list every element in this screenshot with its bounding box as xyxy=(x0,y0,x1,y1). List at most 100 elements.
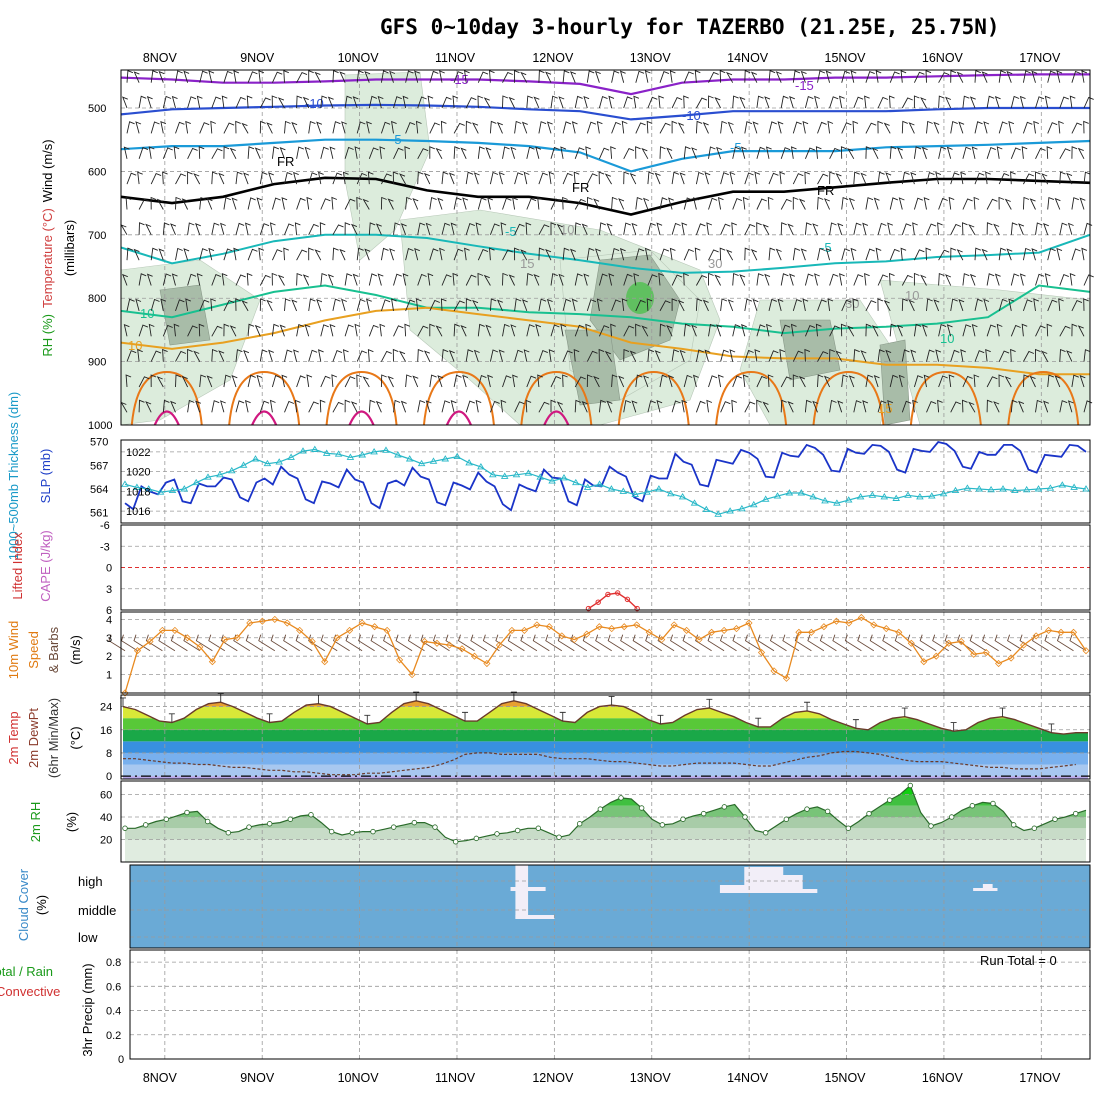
wind-barb xyxy=(619,248,626,261)
wind-speed-point xyxy=(982,648,990,657)
wind-barb xyxy=(569,248,576,261)
wind-barb xyxy=(126,172,137,185)
wind-barb xyxy=(1021,146,1028,159)
wind-barb xyxy=(187,325,198,337)
rh-point xyxy=(659,822,666,828)
wind-barb xyxy=(427,95,434,109)
wind-barb xyxy=(950,349,960,362)
rh-point xyxy=(618,795,624,801)
thickness-point xyxy=(667,489,675,497)
wind-speed-point xyxy=(782,674,791,682)
wind-barb xyxy=(259,400,270,413)
wind-barb xyxy=(414,70,420,83)
wind-barb xyxy=(514,349,524,362)
thickness-point xyxy=(702,505,711,513)
wind-barb xyxy=(356,247,364,261)
wind-barb xyxy=(962,222,968,235)
wind-barb xyxy=(523,171,530,185)
wind-speed-point xyxy=(545,623,553,631)
wind-barb xyxy=(815,146,822,159)
y-tick-label: 3 xyxy=(106,584,112,596)
minmax-marker xyxy=(413,691,420,701)
wind-barb xyxy=(937,399,943,413)
wind-barb xyxy=(126,70,134,83)
minmax-marker xyxy=(462,711,469,722)
wind-speed-point xyxy=(845,619,853,627)
wind-barb xyxy=(465,298,472,311)
wind-barb xyxy=(258,70,265,83)
wind-barb xyxy=(502,249,513,261)
wind-barb xyxy=(594,248,601,261)
wind-barb xyxy=(246,95,253,109)
wind-barb xyxy=(1047,122,1058,134)
wind-barb xyxy=(1083,274,1094,286)
wind-barb xyxy=(586,247,595,261)
wind-barb xyxy=(780,399,787,413)
wind-barb xyxy=(585,146,591,159)
wind-barb xyxy=(1046,146,1053,159)
wind-barb xyxy=(320,324,329,337)
wind-barb xyxy=(550,324,560,337)
wind-barb xyxy=(729,349,736,362)
axis-title-part: 1000~500mb Thickness (dm) xyxy=(6,392,21,561)
wind-barb xyxy=(667,374,674,388)
wind-barb xyxy=(514,247,520,261)
wind-speed-point xyxy=(633,621,641,629)
wind-barb xyxy=(681,399,688,413)
wind-barb xyxy=(218,172,225,185)
wind-barb xyxy=(465,349,474,362)
wind-barb xyxy=(956,71,964,83)
wind-speed-point xyxy=(246,619,254,627)
wind-barb xyxy=(271,95,278,109)
wind-barb-10m xyxy=(944,634,962,652)
wind-barb-10m xyxy=(969,634,987,652)
wind-barb xyxy=(829,147,840,160)
wind-barb xyxy=(823,198,831,210)
wind-barb xyxy=(171,95,178,109)
thickness-point xyxy=(951,486,960,494)
wind-barb xyxy=(606,400,613,413)
wind-barb xyxy=(1047,299,1058,312)
wind-barb xyxy=(380,121,391,134)
wind-barb xyxy=(1059,348,1066,362)
wind-barb xyxy=(562,247,570,261)
thickness-point xyxy=(560,474,568,481)
wind-barb xyxy=(560,146,567,159)
wind-barb xyxy=(296,72,308,83)
wind-barb xyxy=(415,120,422,134)
temperature-contour-25 xyxy=(543,410,570,426)
wind-barb xyxy=(427,272,434,286)
wind-barb xyxy=(877,222,887,235)
wind-barb xyxy=(308,247,314,261)
wind-barb xyxy=(279,147,286,159)
wind-barb xyxy=(266,122,273,134)
wind-barb xyxy=(677,299,685,312)
wind-barb xyxy=(402,95,409,109)
rh-point xyxy=(907,782,914,789)
wind-barb xyxy=(708,375,718,388)
wind-barb xyxy=(1041,350,1049,362)
wind-barb xyxy=(654,172,661,185)
wind-barb xyxy=(196,95,203,109)
wind-barb xyxy=(175,121,185,134)
temperature-contour-p10 xyxy=(120,284,1091,335)
wind-barb xyxy=(750,71,758,83)
wind-barb-10m xyxy=(407,634,425,652)
wind-barb xyxy=(362,198,370,210)
panel-frame xyxy=(129,949,1091,1060)
wind-barb xyxy=(145,223,152,235)
wind-barb xyxy=(1071,70,1081,83)
wind-barb xyxy=(986,273,995,286)
wind-barb xyxy=(405,70,414,83)
wind-barb xyxy=(727,121,734,134)
wind-barb xyxy=(356,121,366,134)
wind-barb xyxy=(477,146,485,159)
wind-barb xyxy=(122,96,128,109)
wind-barb xyxy=(901,223,912,235)
wind-barb xyxy=(1077,147,1085,160)
wind-barb xyxy=(331,374,338,388)
wind-barb xyxy=(332,70,339,83)
wind-barb xyxy=(725,249,734,261)
wind-barb xyxy=(768,247,776,261)
